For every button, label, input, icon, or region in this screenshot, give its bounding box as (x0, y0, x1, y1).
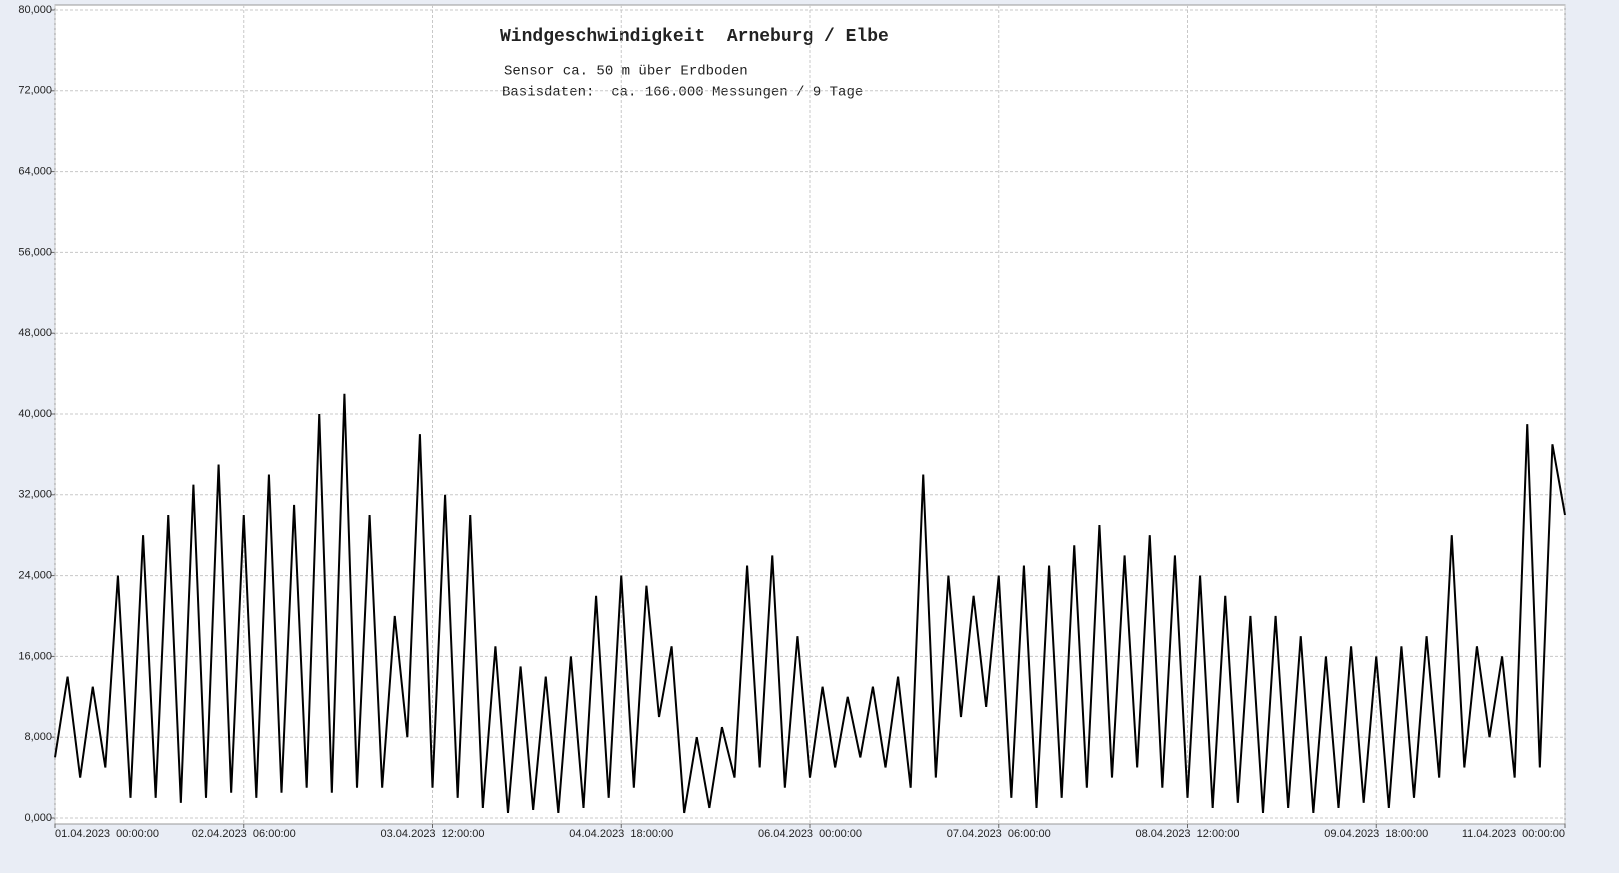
y-tick-label: 64,000 (18, 166, 52, 178)
x-tick-label: 01.04.2023 00:00:00 (55, 828, 159, 840)
chart-title: Windgeschwindigkeit Arneburg / Elbe (500, 27, 889, 47)
y-tick-label: 48,000 (18, 327, 52, 339)
x-tick-label: 07.04.2023 06:00:00 (947, 828, 1051, 840)
x-tick-label: 06.04.2023 00:00:00 (758, 828, 862, 840)
data-line (54, 393, 1566, 814)
x-tick-label: 03.04.2023 12:00:00 (381, 828, 485, 840)
y-tick-label: 32,000 (18, 489, 52, 501)
y-tick-label: 80,000 (18, 4, 52, 16)
x-tick-label: 02.04.2023 06:00:00 (192, 828, 296, 840)
chart-subtitle: Sensor ca. 50 m über Erdboden (504, 64, 748, 80)
x-tick-label: 08.04.2023 12:00:00 (1136, 828, 1240, 840)
y-tick-label: 72,000 (18, 85, 52, 97)
x-tick-label: 04.04.2023 18:00:00 (569, 828, 673, 840)
y-tick-label: 8,000 (24, 731, 52, 743)
x-tick-label: 09.04.2023 18:00:00 (1324, 828, 1428, 840)
y-tick-label: 16,000 (18, 650, 52, 662)
y-tick-label: 40,000 (18, 408, 52, 420)
y-tick-label: 0,000 (24, 812, 52, 824)
annotation: Basisdaten: ca. 166.000 Messungen / 9 Ta… (502, 85, 863, 101)
y-tick-label: 56,000 (18, 246, 52, 258)
y-tick-label: 24,000 (18, 570, 52, 582)
x-tick-label: 11.04.2023 00:00:00 (1462, 828, 1565, 840)
